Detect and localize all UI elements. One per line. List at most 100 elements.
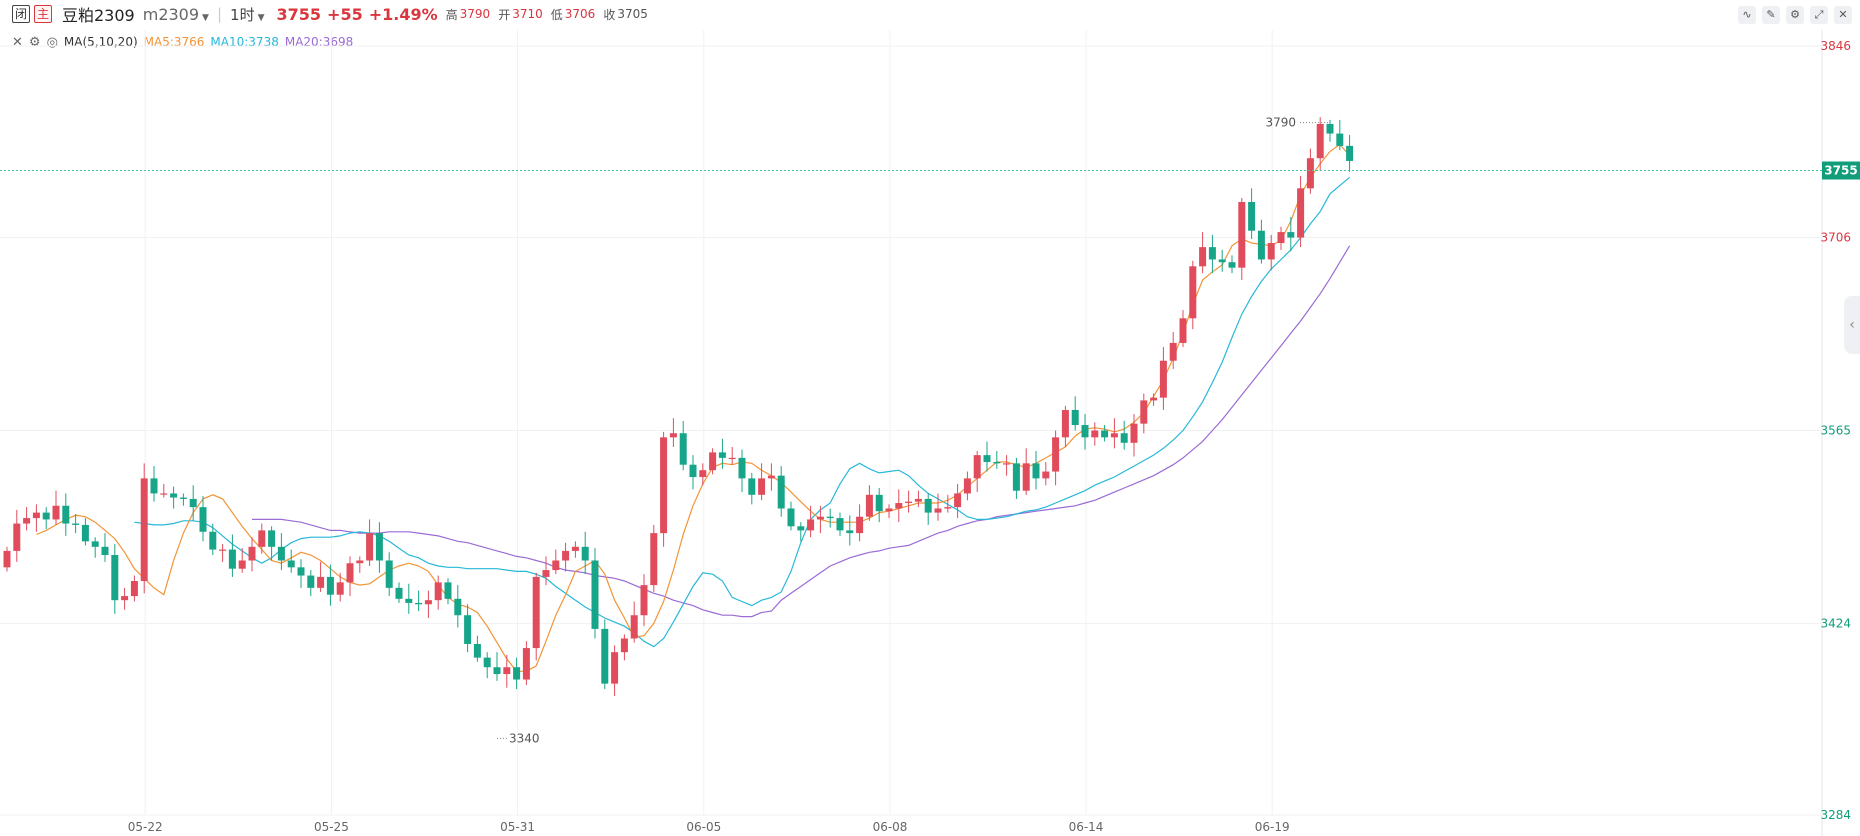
candle-body (797, 526, 805, 531)
candle-body (1306, 158, 1314, 189)
x-tick-label: 05-31 (500, 820, 535, 834)
chevron-down-icon: ▼ (257, 12, 265, 23)
candle-body (42, 512, 50, 520)
candle-body (130, 581, 138, 597)
candle-body (1228, 262, 1236, 268)
candle-body (1150, 397, 1158, 401)
collapse-panel-handle[interactable]: ‹ (1844, 296, 1860, 354)
symbol-code-dropdown[interactable]: m2309 ▼ (143, 5, 209, 24)
line-chart-icon[interactable]: ∿ (1738, 6, 1756, 24)
candle-body (1179, 318, 1187, 343)
settings-icon[interactable]: ⚙ (28, 34, 41, 50)
candle-body (1012, 463, 1020, 491)
x-tick-label: 06-05 (686, 820, 721, 834)
candle-body (885, 508, 893, 512)
candle-body (23, 518, 31, 524)
candle-body (375, 533, 383, 561)
candle-body (1081, 425, 1089, 438)
candle-body (650, 533, 658, 586)
x-tick-label: 06-14 (1069, 820, 1104, 834)
candle-body (91, 541, 99, 547)
close-icon[interactable]: ✕ (12, 34, 23, 50)
candle-body (513, 667, 521, 680)
high-label: 高 (445, 7, 458, 22)
candle-body (758, 478, 766, 495)
candle-body (905, 501, 913, 504)
candle-body (640, 585, 648, 616)
price-change: +55 (327, 4, 363, 24)
candle-body (856, 516, 864, 534)
symbol-name[interactable]: 豆粕2309 (62, 6, 135, 25)
candle-body (111, 555, 119, 601)
candle-body (189, 498, 197, 508)
open-value: 3710 (512, 7, 543, 21)
candle-body (1336, 133, 1344, 146)
chevron-left-icon: ‹ (1849, 317, 1855, 333)
candle-body (1061, 409, 1069, 438)
candle-body (1052, 437, 1060, 472)
candle-body (13, 523, 21, 551)
eye-icon[interactable]: ◎ (46, 34, 58, 50)
candle-body (1159, 360, 1167, 398)
candle-body (1248, 201, 1256, 231)
candle-body (611, 652, 619, 684)
chart-toolbar: ∿ ✎ ⚙ ⤢ ✕ (1738, 6, 1852, 24)
candle-body (1032, 463, 1040, 479)
chevron-down-icon: ▼ (202, 12, 209, 23)
candle-body (1120, 433, 1128, 443)
x-tick-label: 06-19 (1255, 820, 1290, 834)
candle-body (307, 575, 315, 588)
period-dropdown[interactable]: 1时 ▼ (230, 4, 264, 25)
candle-body (660, 437, 668, 534)
candle-body (807, 519, 815, 531)
candle-body (72, 523, 80, 525)
candle-body (395, 587, 403, 599)
candle-body (954, 493, 962, 508)
close-status-badge: 闭 (12, 5, 30, 23)
candle-body (277, 546, 285, 561)
candle-body (346, 563, 354, 583)
candle-body (199, 507, 207, 532)
candle-body (415, 602, 423, 605)
y-tick-label: 3846 (1820, 39, 1851, 53)
symbol-code: m2309 (142, 4, 200, 24)
y-tick-label: 3565 (1820, 424, 1851, 438)
candle-body (140, 478, 148, 582)
candle-body (767, 475, 775, 479)
candle-body (787, 508, 795, 527)
settings-icon[interactable]: ⚙ (1786, 6, 1804, 24)
candle-body (620, 638, 628, 653)
candle-body (1297, 188, 1305, 238)
close-label: 收 (603, 7, 616, 22)
close-value: 3705 (617, 7, 648, 21)
y-tick-label: 3706 (1820, 231, 1851, 245)
candle-body (689, 464, 697, 478)
low-label: 低 (550, 7, 563, 22)
candle-body (268, 530, 276, 547)
candle-body (1022, 463, 1030, 491)
candle-body (1277, 232, 1285, 244)
candle-body (728, 457, 736, 460)
candle-body (826, 516, 834, 519)
candle-body (170, 493, 178, 498)
candle-body (1110, 433, 1118, 438)
candle-body (101, 546, 109, 556)
expand-icon[interactable]: ⤢ (1810, 6, 1828, 24)
close-icon[interactable]: ✕ (1834, 6, 1852, 24)
candle-body (1326, 123, 1334, 134)
candle-body (209, 531, 217, 550)
low-value: 3706 (564, 7, 596, 21)
candle-body (983, 455, 991, 462)
main-contract-badge: 主 (34, 5, 52, 23)
candle-body (934, 508, 942, 513)
pencil-icon[interactable]: ✎ (1762, 6, 1780, 24)
open-label: 开 (498, 7, 511, 22)
candle-body (846, 530, 854, 534)
candle-body (150, 478, 158, 494)
candle-body (32, 512, 40, 519)
candle-body (62, 505, 70, 524)
candle-body (238, 560, 246, 569)
candle-body (444, 582, 452, 599)
max-marker-label: 3790 (1265, 116, 1296, 130)
